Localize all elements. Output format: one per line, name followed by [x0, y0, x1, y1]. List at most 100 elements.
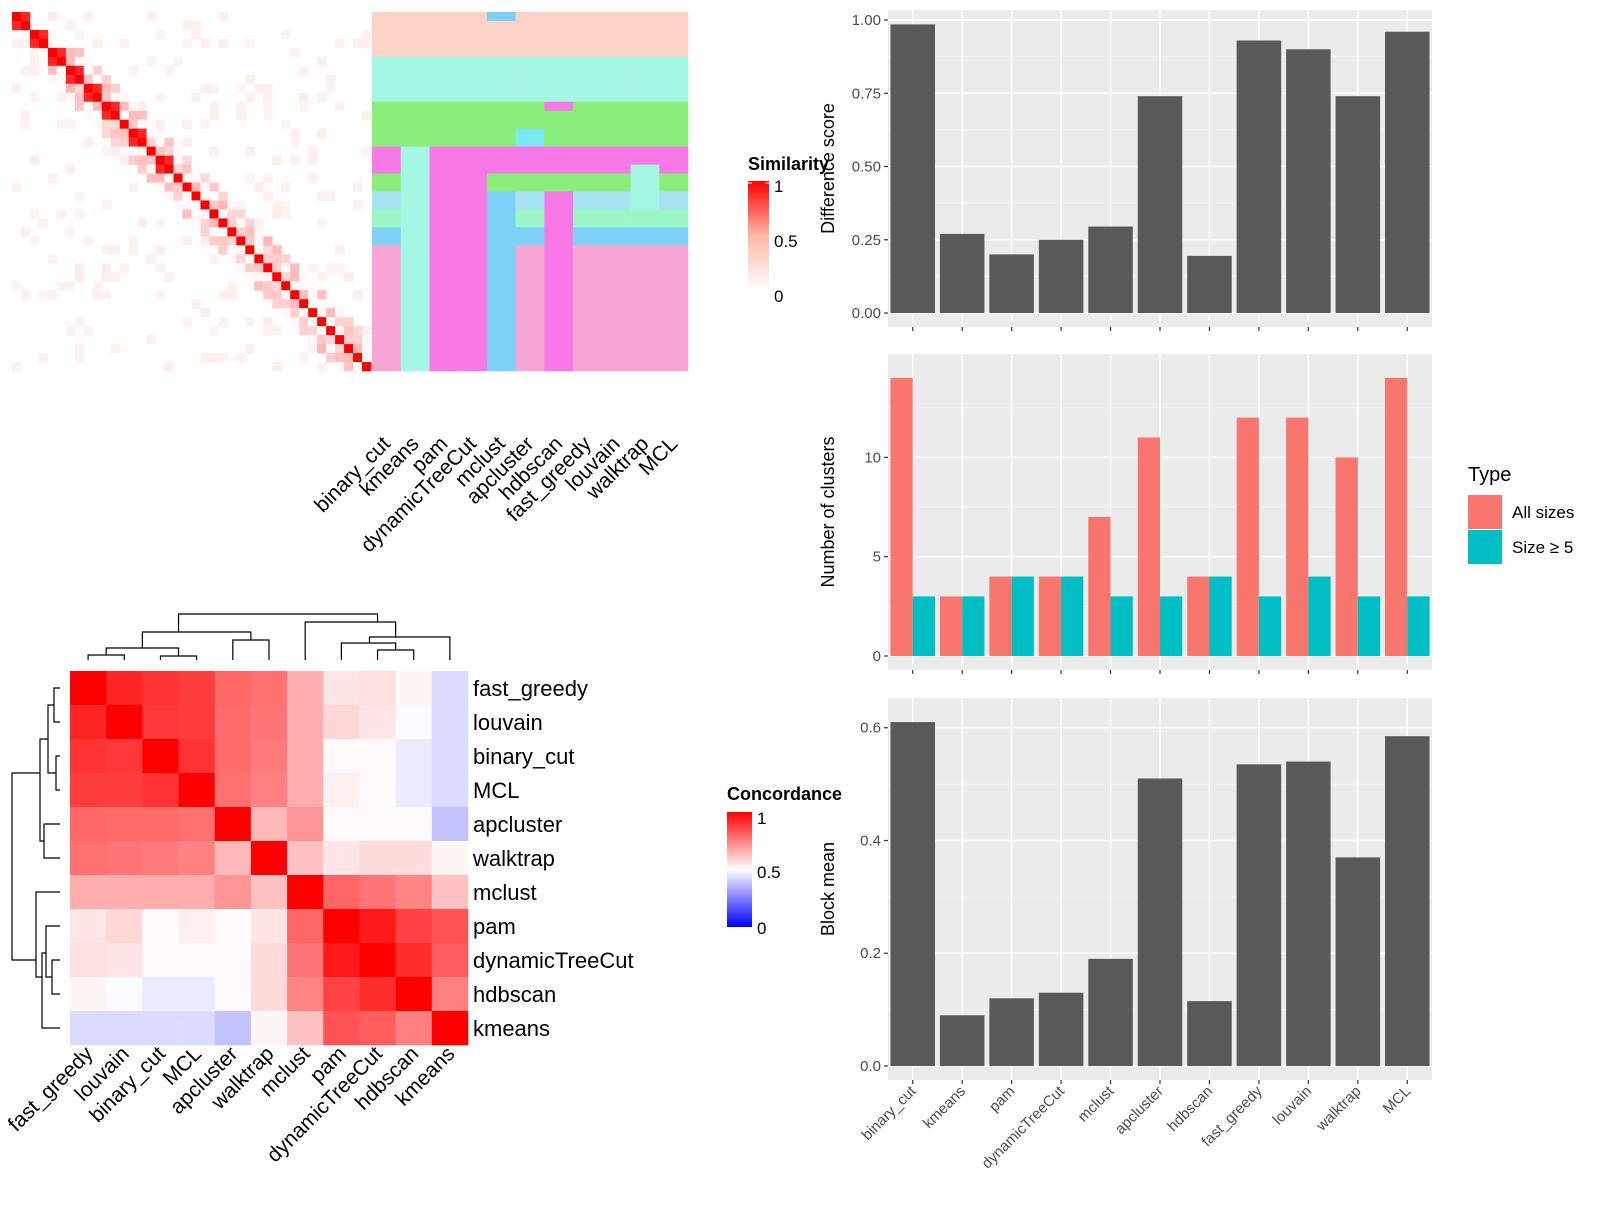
- similarity-heatmap: [12, 12, 372, 372]
- similarity-cell: [299, 299, 309, 309]
- bar-size-ge-5: [962, 596, 985, 656]
- membership-cell: [544, 38, 574, 49]
- membership-cell: [486, 299, 516, 309]
- membership-cell: [601, 263, 631, 273]
- similarity-cell: [200, 218, 210, 228]
- similarity-cell: [209, 236, 219, 246]
- similarity-cell: [272, 281, 282, 291]
- similarity-cell: [29, 65, 40, 76]
- membership-cell: [372, 254, 402, 264]
- similarity-cell: [182, 191, 192, 201]
- concordance-cell: [323, 943, 360, 978]
- similarity-cell: [146, 56, 156, 67]
- similarity-cell: [209, 146, 219, 156]
- membership-cell: [429, 101, 459, 112]
- membership-grid: [372, 12, 689, 372]
- similarity-cell: [362, 38, 372, 49]
- membership-cell: [515, 308, 545, 318]
- similarity-cell: [92, 290, 103, 300]
- similarity-cell: [335, 245, 345, 255]
- membership-cell: [601, 173, 631, 183]
- similarity-cell: [281, 182, 291, 192]
- similarity-cell: [254, 182, 264, 192]
- similarity-cell: [12, 20, 22, 31]
- similarity-cell: [12, 83, 22, 94]
- similarity-cell: [317, 191, 327, 201]
- membership-cell: [400, 173, 430, 183]
- similarity-cell: [101, 74, 112, 85]
- membership-cell: [429, 47, 459, 58]
- similarity-legend-tick-label-0: 0: [774, 287, 783, 306]
- similarity-cell: [308, 281, 318, 291]
- bar: [890, 722, 935, 1066]
- concordance-cell: [142, 773, 179, 808]
- membership-cell: [630, 20, 660, 31]
- similarity-cell: [200, 227, 210, 237]
- similarity-cell: [362, 29, 372, 40]
- membership-cell: [400, 74, 430, 85]
- similarity-cell: [236, 263, 246, 273]
- similarity-cell: [29, 38, 40, 49]
- similarity-cell: [308, 290, 318, 300]
- concordance-cell: [106, 943, 143, 978]
- similarity-cell: [146, 137, 156, 147]
- bar: [1137, 96, 1183, 314]
- similarity-cell: [146, 146, 156, 156]
- membership-cell: [630, 263, 660, 273]
- y-tick-label: 0.6: [860, 720, 881, 737]
- similarity-cell: [227, 200, 237, 210]
- similarity-cell: [38, 290, 49, 300]
- similarity-cell: [38, 38, 49, 49]
- similarity-cell: [245, 254, 255, 264]
- similarity-cell: [155, 173, 165, 183]
- similarity-cell: [128, 236, 138, 246]
- similarity-cell: [335, 317, 345, 327]
- membership-cell: [515, 29, 545, 40]
- membership-cell: [573, 173, 603, 183]
- similarity-cell: [65, 56, 76, 67]
- similarity-cell: [326, 299, 336, 309]
- membership-cell: [458, 209, 488, 219]
- similarity-cell: [38, 353, 49, 363]
- similarity-cell: [326, 308, 336, 318]
- similarity-cell: [218, 38, 228, 49]
- similarity-cell: [128, 146, 138, 156]
- membership-cell: [630, 12, 660, 22]
- membership-cell: [486, 56, 516, 67]
- membership-cell: [573, 227, 603, 237]
- concordance-cell: [70, 807, 107, 842]
- bar: [890, 24, 935, 314]
- similarity-cell: [263, 254, 273, 264]
- dendrogram-branch: [55, 755, 60, 791]
- similarity-cell: [245, 245, 255, 255]
- similarity-cell: [191, 20, 201, 31]
- membership-cell: [544, 254, 574, 264]
- membership-cell: [372, 65, 402, 76]
- membership-cell: [400, 200, 430, 210]
- membership-cell: [659, 12, 689, 22]
- membership-cell: [573, 119, 603, 129]
- similarity-cell: [353, 290, 363, 300]
- similarity-cell: [263, 110, 273, 120]
- membership-cell: [630, 182, 660, 192]
- membership-cell: [544, 308, 574, 318]
- similarity-cell: [12, 12, 22, 22]
- membership-cell: [486, 218, 516, 228]
- similarity-cell: [20, 119, 31, 129]
- membership-cell: [372, 83, 402, 94]
- bar: [1187, 255, 1232, 313]
- membership-cell: [458, 218, 488, 228]
- similarity-cell: [326, 344, 336, 354]
- membership-cell: [486, 12, 516, 22]
- membership-cell: [630, 29, 660, 40]
- type-legend-key-all: [1468, 495, 1502, 529]
- concordance-row-label: kmeans: [473, 1016, 550, 1041]
- dendrogram-branch: [141, 631, 252, 648]
- membership-cell: [515, 317, 545, 327]
- membership-cell: [486, 110, 516, 120]
- membership-cell: [458, 263, 488, 273]
- membership-cell: [458, 128, 488, 138]
- similarity-cell: [119, 110, 129, 120]
- membership-cell: [544, 164, 574, 174]
- membership-cell: [573, 317, 603, 327]
